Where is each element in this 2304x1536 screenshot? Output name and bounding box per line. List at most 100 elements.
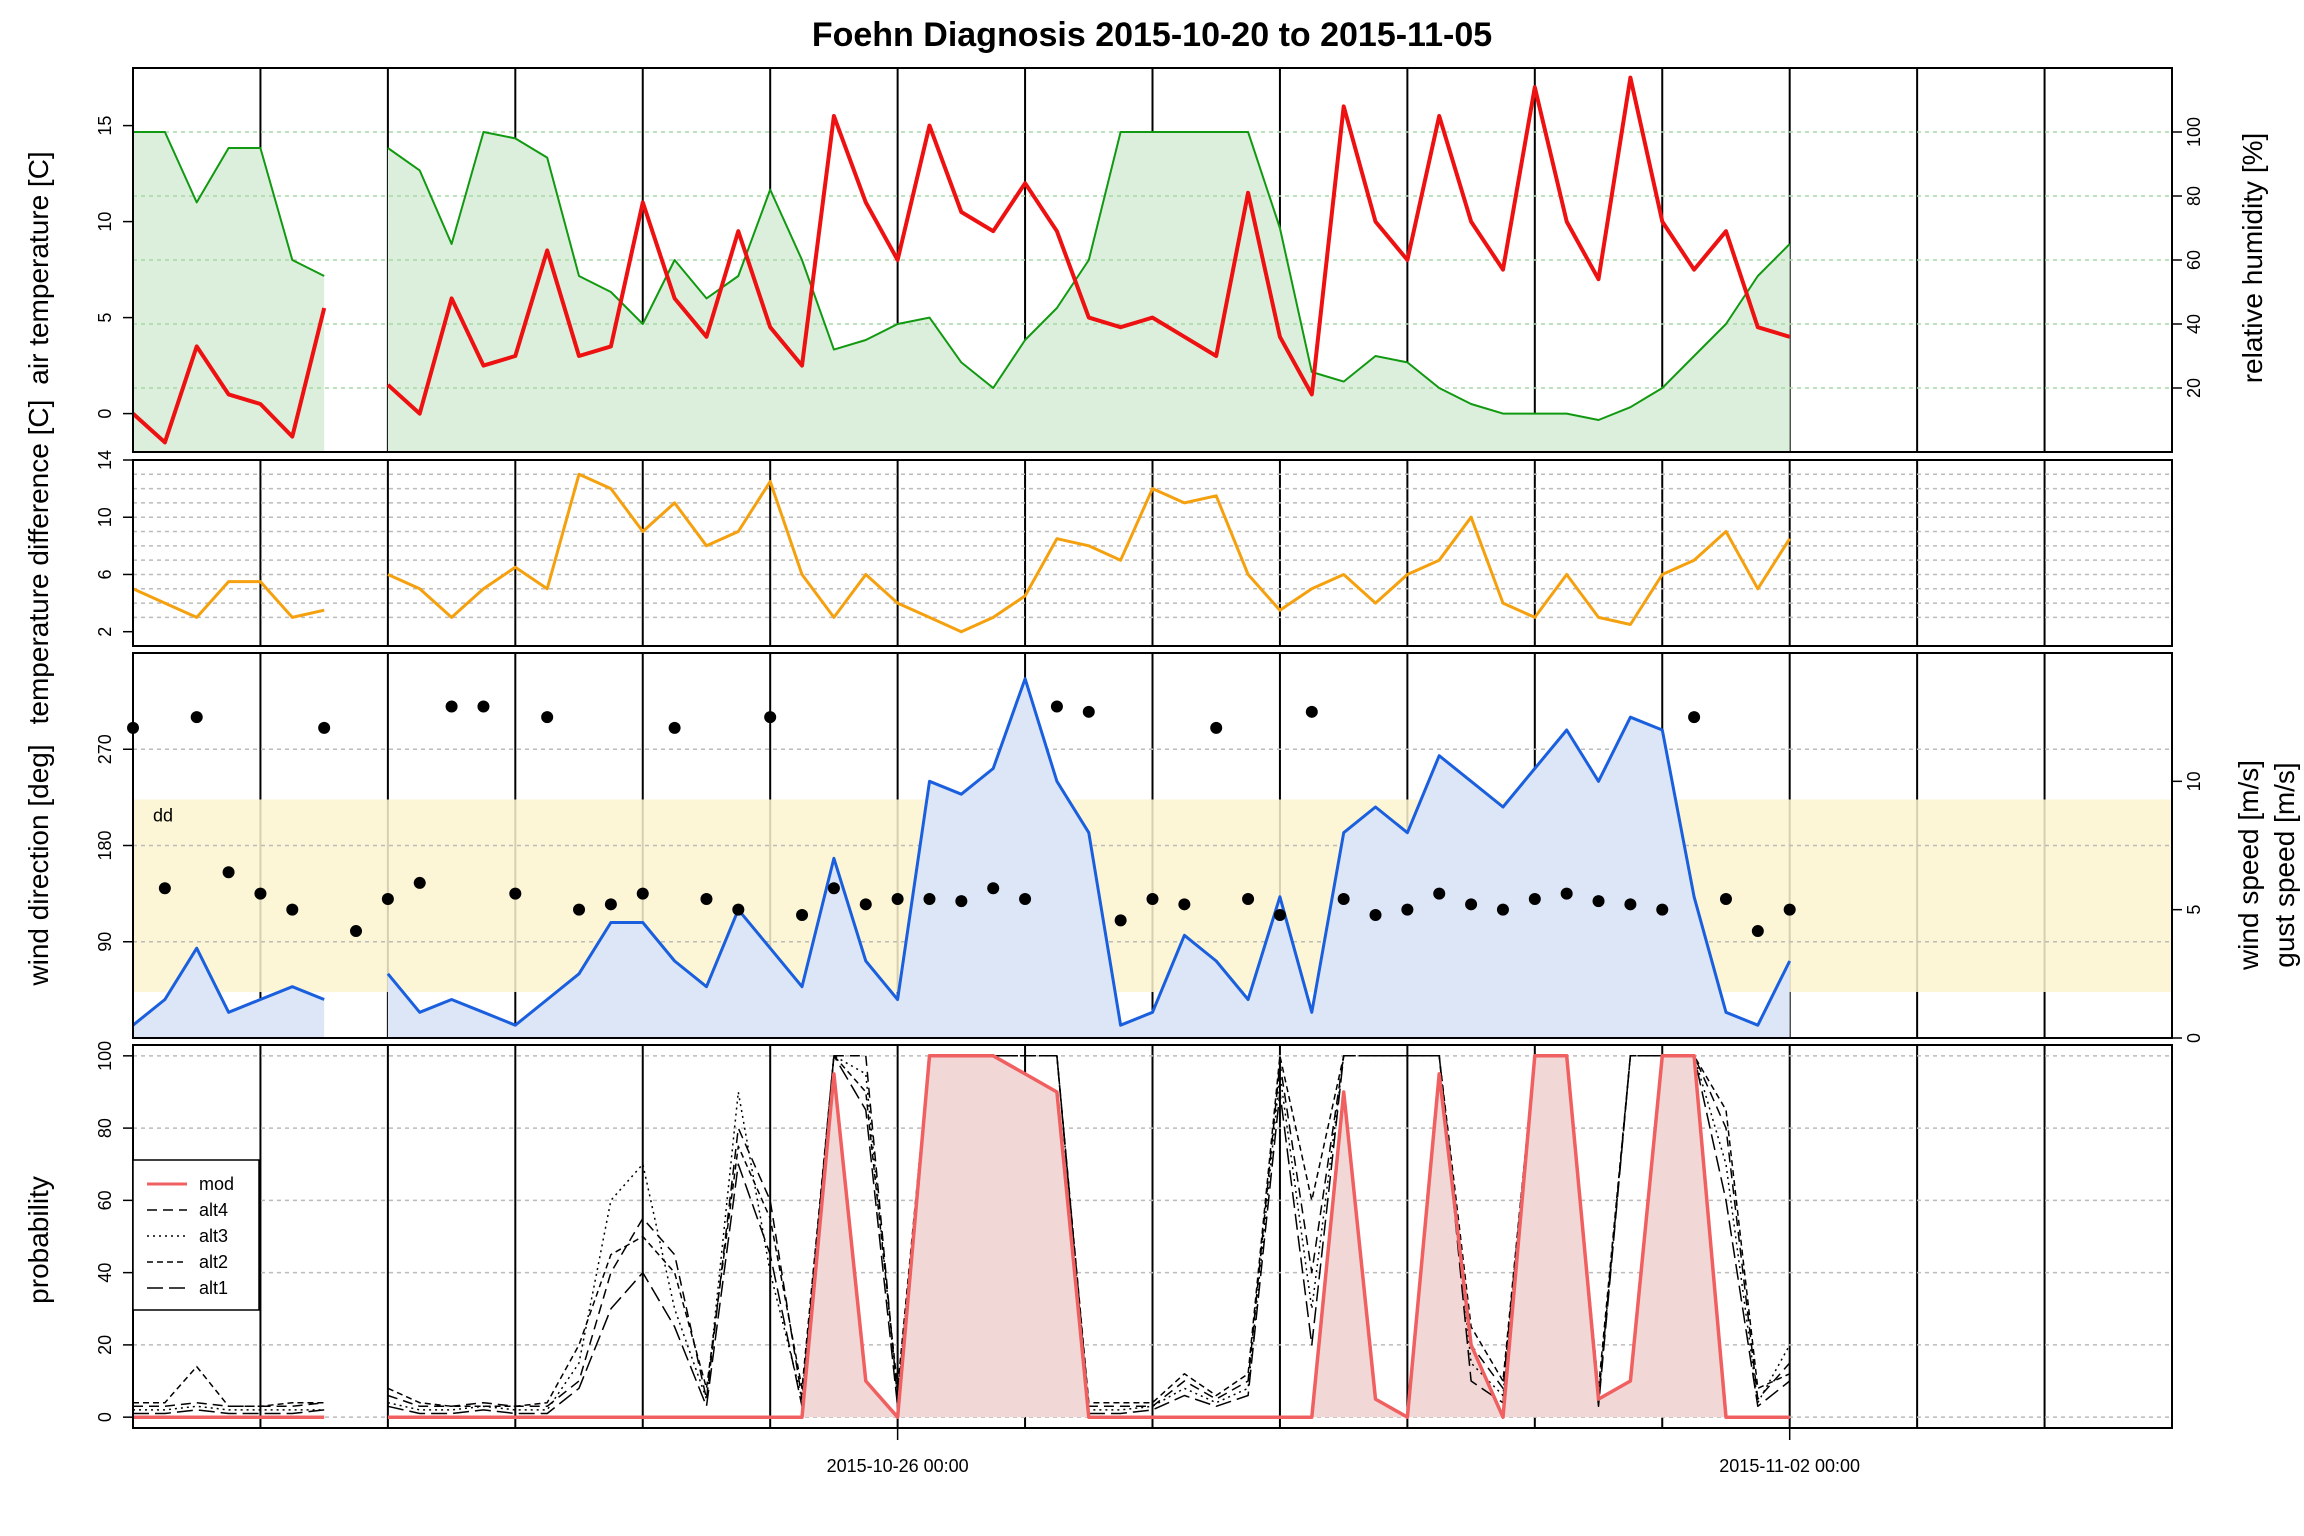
wind-direction-point <box>1337 892 1350 905</box>
humidity-tick-label: 80 <box>2184 186 2204 206</box>
wind-speed-tick-label: 0 <box>2184 1033 2204 1043</box>
wind-direction-tick-label: 90 <box>95 932 115 952</box>
legend-label-mod: mod <box>199 1174 234 1194</box>
wind-direction-point <box>1369 909 1382 922</box>
legend-label-alt3: alt3 <box>199 1226 228 1246</box>
panel-frame <box>132 459 2173 647</box>
wind-direction-point <box>955 895 968 908</box>
wind-direction-point <box>668 721 681 734</box>
wind-direction-point <box>158 882 171 895</box>
temperature-line-seg-0 <box>131 307 327 445</box>
wind-speed-area-seg-1 <box>387 678 1790 1038</box>
wind-direction-point <box>1783 903 1796 916</box>
wind-speed-tick-label: 10 <box>2184 771 2204 791</box>
temperature-difference-line-seg-1 <box>387 472 1791 634</box>
temperature-line-seg-1 <box>386 75 1791 416</box>
legend-label-alt2: alt2 <box>199 1252 228 1272</box>
temperature-tick-label: 5 <box>95 313 115 323</box>
temperature-difference-panel: 2 6 10 14 <box>95 450 2173 647</box>
wind-speed-line-seg-1 <box>386 677 1792 1027</box>
prob-line-alt1-seg-0 <box>133 1409 325 1415</box>
wind-direction-point <box>1656 903 1669 916</box>
panel-2-ylabel: wind direction [deg] <box>23 744 54 986</box>
prob-line-alt2-seg-0 <box>133 1365 325 1408</box>
probability-tick-label: 80 <box>95 1118 115 1138</box>
wind-direction-point <box>222 866 235 879</box>
wind-direction-point <box>190 711 203 724</box>
wind-direction-point <box>1751 925 1764 938</box>
wind-direction-point <box>1050 700 1063 713</box>
panel-1-ylabel: temperature difference [C] <box>23 400 54 725</box>
wind-direction-point <box>1624 898 1637 911</box>
wind-direction-point <box>859 898 872 911</box>
humidity-tick-label: 60 <box>2184 250 2204 270</box>
wind-direction-point <box>254 887 267 900</box>
tempdiff-tick-label: 14 <box>95 450 115 470</box>
wind-direction-point <box>1242 892 1255 905</box>
humidity-area-seg-1 <box>387 132 1790 452</box>
wind-direction-point <box>923 892 936 905</box>
wind-direction-tick-label: 270 <box>95 734 115 764</box>
wind-direction-point <box>1433 887 1446 900</box>
humidity-tick-label: 100 <box>2184 117 2204 147</box>
wind-direction-point <box>1592 895 1605 908</box>
probability-tick-label: 60 <box>95 1190 115 1210</box>
legend-label-alt1: alt1 <box>199 1278 228 1298</box>
humidity-tick-label: 20 <box>2184 378 2204 398</box>
wind-direction-point <box>891 892 904 905</box>
temperature-difference-line-seg-0 <box>132 580 325 619</box>
wind-direction-point <box>1465 898 1478 911</box>
wind-direction-point <box>1560 887 1573 900</box>
humidity-area-seg-0 <box>133 132 325 452</box>
humidity-line-seg-0 <box>133 131 325 277</box>
x-tick-label: 2015-11-02 00:00 <box>1719 1456 1860 1476</box>
temperature-humidity-panel: 0 5 10 15 20 40 60 80 100 <box>95 67 2204 453</box>
wind-direction-point <box>700 892 713 905</box>
probability-tick-label: 100 <box>95 1041 115 1071</box>
panel-0-ylabel: air temperature [C] <box>23 151 54 384</box>
wind-direction-point <box>445 700 458 713</box>
probability-area-seg-1 <box>387 1055 1790 1418</box>
wind-direction-point <box>1496 903 1509 916</box>
wind-direction-point <box>796 909 809 922</box>
prob-line-alt3-seg-0 <box>133 1405 325 1411</box>
wind-direction-point <box>1114 914 1127 927</box>
wind-direction-point <box>1528 892 1541 905</box>
wind-direction-point <box>827 882 840 895</box>
wind-direction-point <box>318 721 331 734</box>
wind-direction-point <box>350 925 363 938</box>
chart-title: Foehn Diagnosis 2015-10-20 to 2015-11-05 <box>812 16 1492 54</box>
wind-direction-point <box>573 903 586 916</box>
wind-direction-point <box>1019 892 1032 905</box>
probability-tick-label: 40 <box>95 1263 115 1283</box>
probability-tick-label: 20 <box>95 1335 115 1355</box>
wind-direction-point <box>1146 892 1159 905</box>
wind-direction-point <box>1719 892 1732 905</box>
tempdiff-tick-label: 2 <box>95 627 115 637</box>
wind-direction-tick-label: 180 <box>95 830 115 860</box>
x-tick-label: 2015-10-26 00:00 <box>827 1456 969 1476</box>
temperature-tick-label: 10 <box>95 212 115 232</box>
wind-direction-point <box>1273 909 1286 922</box>
wind-direction-point <box>1401 903 1414 916</box>
wind-direction-point <box>1210 721 1223 734</box>
probability-panel: 0 20 40 60 80 100 mod alt4 alt3 alt2 alt1 <box>95 1041 2173 1429</box>
wind-direction-point <box>509 887 522 900</box>
wind-direction-point <box>1305 705 1318 718</box>
wind-speed-line-seg-0 <box>132 946 325 1027</box>
panel-3-ylabel: probability <box>23 1176 54 1304</box>
wind-direction-point <box>732 903 745 916</box>
wind-direction-point <box>987 882 1000 895</box>
wind-panel: dd 90 180 270 0 5 10 <box>95 652 2204 1043</box>
time-axis: 2015-10-26 00:00 2015-11-02 00:00 <box>827 1428 1860 1476</box>
panel-2-ylabel-right-1: wind speed [m/s] <box>2233 760 2264 971</box>
wind-direction-point <box>604 898 617 911</box>
wind-speed-tick-label: 5 <box>2184 905 2204 915</box>
wind-direction-point <box>1178 898 1191 911</box>
wind-direction-point <box>1688 711 1701 724</box>
wind-speed-area-seg-0 <box>133 948 325 1038</box>
legend-label-alt4: alt4 <box>199 1200 228 1220</box>
panel-2-ylabel-right-2: gust speed [m/s] <box>2269 762 2300 967</box>
panel-0-ylabel-right: relative humidity [%] <box>2237 133 2268 384</box>
